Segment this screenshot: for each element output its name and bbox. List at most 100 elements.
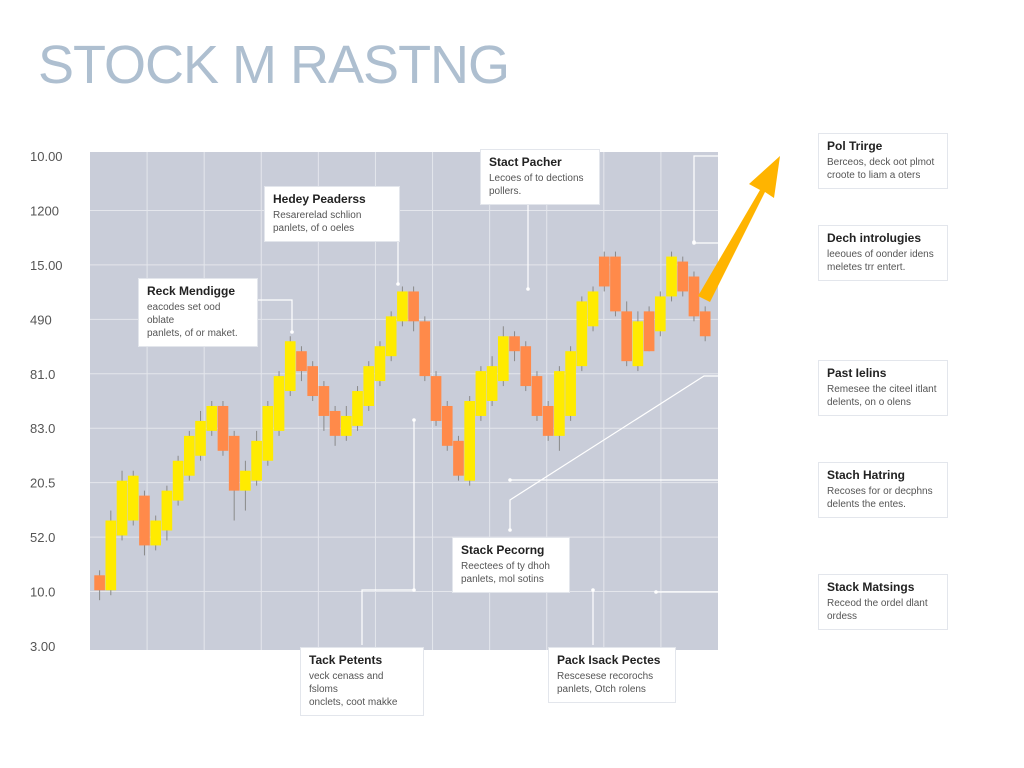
candle-body xyxy=(677,261,689,292)
callout-stact-pacher: Stact Pacher Lecoes of to dections polle… xyxy=(480,149,600,205)
candle-bullish xyxy=(352,386,363,431)
callout-tack-petents: Tack Petents veck cenass and fsloms oncl… xyxy=(300,647,424,716)
candle-body xyxy=(632,321,644,367)
candle-body xyxy=(408,291,419,322)
candle-bullish xyxy=(587,286,599,332)
candle-bearish xyxy=(643,306,655,352)
y-tick-label: 83.0 xyxy=(30,421,55,436)
callout-stack-pecorng: Stack Pecorng Reectees of ty dhoh panlet… xyxy=(452,537,570,593)
candle-bearish xyxy=(699,306,711,342)
trend-arrow-icon xyxy=(698,156,780,302)
callout-text: Resarerelad schlion panlets, of o oeles xyxy=(273,210,362,234)
candle-bearish xyxy=(329,405,341,446)
candle-body xyxy=(688,276,700,317)
y-tick-label: 20.5 xyxy=(30,476,55,491)
callout-text: veck cenass and fsloms onclets, coot mak… xyxy=(309,671,398,708)
candle-bullish xyxy=(497,326,509,387)
y-tick-label: 3.00 xyxy=(30,639,55,654)
candle-bullish xyxy=(172,455,184,506)
candle-bearish xyxy=(296,346,307,382)
candle-body xyxy=(340,415,352,436)
candle-body xyxy=(598,256,610,287)
connector-endpoint xyxy=(526,287,530,291)
callout-title: Stack Matsings xyxy=(827,580,915,594)
connector-endpoint xyxy=(692,241,696,245)
candle-bullish xyxy=(195,410,206,461)
candle-bullish xyxy=(374,341,386,387)
candle-body xyxy=(441,405,453,446)
callout-dech-introlugies: Dech introlugies leeoues of oonder idens… xyxy=(818,225,948,281)
candle-bullish xyxy=(632,311,644,372)
callout-text: Rescesese recorochs panlets, Otch rolens xyxy=(557,671,654,695)
candle-body xyxy=(374,346,386,382)
candle-bullish xyxy=(116,470,128,541)
candle-bearish xyxy=(509,331,520,362)
candle-body xyxy=(352,391,363,426)
candle-bearish xyxy=(228,430,240,521)
candle-body xyxy=(475,371,487,416)
candle-bearish xyxy=(688,271,700,322)
candle-body xyxy=(509,336,520,352)
candle-bearish xyxy=(139,490,150,556)
candle-body xyxy=(172,460,184,501)
candle-body xyxy=(116,480,128,536)
candle-body xyxy=(397,291,408,322)
candle-bearish xyxy=(307,361,319,401)
candle-bullish xyxy=(183,430,195,481)
candle-body xyxy=(318,386,330,416)
y-axis-tick-labels: 10.00 1200 15.00 490 81.0 83.0 20.5 52.0 10.0 3.0… xyxy=(30,149,63,654)
candle-body xyxy=(217,405,229,451)
callout-title: Dech introlugies xyxy=(827,231,922,245)
candle-bullish xyxy=(576,296,588,372)
candle-body xyxy=(699,311,711,337)
callout-title: Past Ielins xyxy=(827,366,887,380)
y-tick-label: 15.00 xyxy=(30,258,63,273)
candle-bearish xyxy=(542,401,554,441)
candle-body xyxy=(621,311,633,362)
candle-body xyxy=(654,296,666,332)
candle-bearish xyxy=(408,286,419,332)
callout-title: Reck Mendigge xyxy=(147,284,236,298)
callout-text: eacodes set ood oblate panlets, of or ma… xyxy=(147,302,238,339)
candle-body xyxy=(183,435,195,476)
callout-title: Tack Petents xyxy=(309,653,383,667)
candle-body xyxy=(542,405,554,436)
candle-body xyxy=(139,495,150,546)
candle-bullish xyxy=(464,396,476,486)
candle-body xyxy=(206,405,218,431)
candle-bullish xyxy=(273,371,285,436)
callout-title: Stact Pacher xyxy=(489,155,562,169)
y-tick-label: 52.0 xyxy=(30,530,55,545)
callout-hedey-peaderss: Hedey Peaderss Resarerelad schlion panle… xyxy=(264,186,400,242)
candle-body xyxy=(531,376,543,416)
candlestick-series xyxy=(94,251,711,601)
candle-bearish xyxy=(217,401,229,456)
candle-bearish xyxy=(598,251,610,292)
candle-body xyxy=(486,366,498,401)
callout-text: Berceos, deck oot plmot croote to liam a… xyxy=(827,157,935,181)
chart-title: STOCK M RASTNG xyxy=(38,35,510,95)
candle-bullish xyxy=(206,401,218,436)
candle-body xyxy=(262,405,274,461)
callout-pol-trirge: Pol Trirge Berceos, deck oot plmot croot… xyxy=(818,133,948,189)
callout-title: Pol Trirge xyxy=(827,139,883,153)
callout-connector-line xyxy=(693,155,815,242)
callout-text: Remesee the citeel itlant delents, on o … xyxy=(827,384,937,408)
callout-text: Reectees of ty dhoh panlets, mol sotins xyxy=(461,561,550,585)
candle-body xyxy=(587,291,599,327)
candle-bearish xyxy=(520,341,532,392)
callout-connector-line xyxy=(509,375,815,530)
candle-bearish xyxy=(610,251,621,317)
connector-endpoint xyxy=(654,590,658,594)
candle-body xyxy=(385,316,397,357)
candle-bullish xyxy=(554,366,565,451)
candle-body xyxy=(296,351,307,372)
candle-body xyxy=(240,470,251,491)
candle-body xyxy=(565,351,576,416)
candle-body xyxy=(195,420,206,456)
candle-bullish xyxy=(262,401,274,466)
candle-bearish xyxy=(453,435,464,481)
candle-body xyxy=(329,410,341,436)
candle-bearish xyxy=(677,256,689,297)
callout-text: Recoses for or decphns delents the entes… xyxy=(827,486,933,510)
